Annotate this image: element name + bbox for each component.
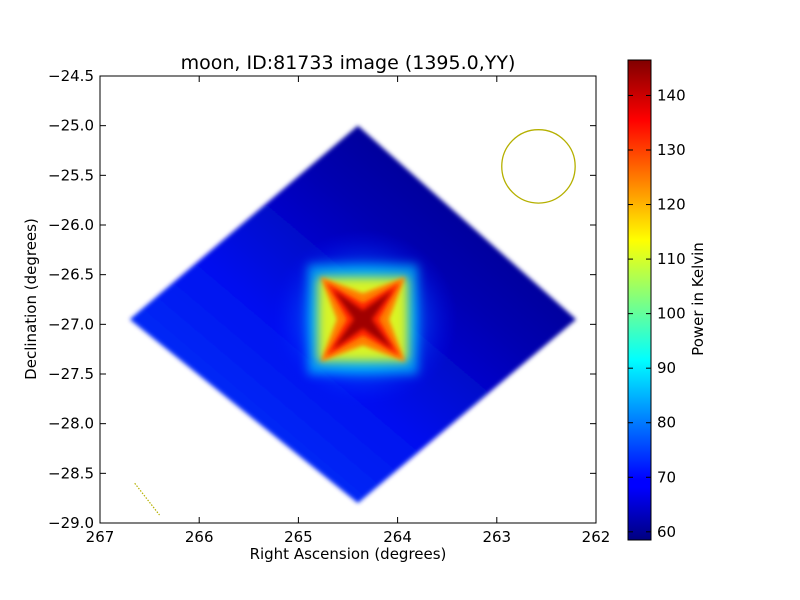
x-tick-label: 264 — [383, 528, 412, 546]
axes-frame — [99, 75, 597, 524]
colorbar-tick-label: 100 — [657, 305, 686, 323]
x-tick-label: 263 — [482, 528, 511, 546]
y-tick-label: −28.5 — [48, 464, 94, 482]
y-axis-ticks: −24.5 −25.0 −25.5 −26.0 −26.5 −27.0 −27.5 −28.0… — [48, 67, 596, 532]
x-axis-label: Right Ascension (degrees) — [250, 545, 447, 563]
y-tick-label: −26.0 — [48, 216, 94, 234]
colorbar-tick-label: 70 — [657, 468, 676, 486]
x-tick-label: 267 — [86, 528, 115, 546]
x-tick-label: 265 — [284, 528, 313, 546]
x-tick-label: 266 — [185, 528, 214, 546]
colorbar-tick-label: 110 — [657, 250, 686, 268]
colorbar-tick-label: 60 — [657, 523, 676, 541]
colorbar-tick-label: 90 — [657, 359, 676, 377]
x-tick-label: 262 — [582, 528, 611, 546]
colorbar-tick-label: 80 — [657, 414, 676, 432]
plot-area — [100, 76, 596, 523]
x-axis-ticks: 267 266 265 264 263 262 — [86, 76, 611, 546]
colorbar-tick-label: 130 — [657, 141, 686, 159]
beam-circle — [501, 129, 576, 204]
y-tick-label: −28.0 — [48, 415, 94, 433]
annotation-line — [134, 482, 160, 516]
y-tick-label: −29.0 — [48, 514, 94, 532]
colorbar — [627, 59, 652, 541]
y-tick-label: −27.5 — [48, 365, 94, 383]
y-tick-label: −26.5 — [48, 266, 94, 284]
y-axis-label: Declination (degrees) — [22, 218, 40, 380]
colorbar-tick-label: 140 — [657, 86, 686, 104]
colorbar-ticks: 60 70 80 90 100 110 120 130 140 — [628, 86, 686, 541]
y-tick-label: −27.0 — [48, 315, 94, 333]
colorbar-tick-label: 120 — [657, 196, 686, 214]
y-tick-label: −25.5 — [48, 166, 94, 184]
y-tick-label: −24.5 — [48, 67, 94, 85]
y-tick-label: −25.0 — [48, 117, 94, 135]
bright-source — [267, 229, 458, 410]
chart-title: moon, ID:81733 image (1395.0,YY) — [181, 52, 516, 74]
source-core-cross — [333, 289, 393, 350]
colorbar-label: Power in Kelvin — [689, 242, 707, 356]
